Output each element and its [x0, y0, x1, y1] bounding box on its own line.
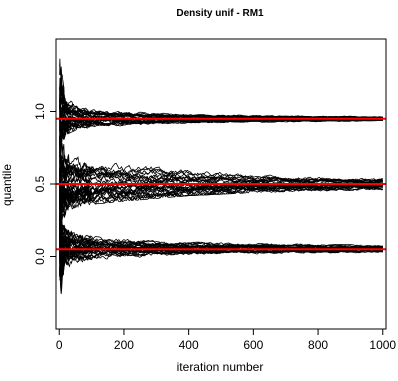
- plot-frame: [55, 38, 387, 330]
- y-axis-label: quantile: [0, 164, 14, 206]
- y-tick-label-2: 1.0: [33, 103, 47, 120]
- chart-title: Density unif - RM1: [176, 8, 264, 19]
- series-line-1-10: [59, 97, 383, 183]
- series-line-2-18: [59, 212, 383, 263]
- series-line-0-27: [59, 117, 383, 222]
- x-tick-label-5: 1000: [369, 338, 396, 352]
- series-line-2-20: [59, 183, 383, 261]
- series-line-1-18: [59, 186, 383, 275]
- x-axis-ticks: 0 200 400 600 800 1000: [56, 329, 396, 352]
- series-line-1-23: [59, 184, 383, 263]
- series-line-2-23: [59, 117, 383, 248]
- x-tick-label-4: 800: [308, 338, 328, 352]
- plot-lines: [59, 58, 384, 295]
- x-axis-label: iteration number: [177, 360, 264, 374]
- series-line-0-14: [59, 63, 383, 119]
- series-line-0-17: [59, 119, 383, 244]
- series-line-2-24: [59, 238, 383, 289]
- x-tick-label-3: 600: [243, 338, 263, 352]
- series-line-1-27: [59, 142, 383, 185]
- y-tick-label-0: 0.0: [33, 248, 47, 265]
- series-line-0-15: [59, 80, 383, 119]
- x-tick-label-1: 200: [114, 338, 134, 352]
- reference-lines: [56, 117, 386, 251]
- series-line-1-16: [59, 86, 383, 182]
- y-tick-label-1: 0.5: [33, 175, 47, 192]
- x-tick-label-2: 400: [179, 338, 199, 352]
- series-line-1-26: [59, 186, 383, 268]
- series-line-1-12: [59, 88, 383, 183]
- series-line-0-12: [59, 118, 383, 211]
- series-line-2-10: [59, 248, 383, 295]
- series-line-0-22: [59, 116, 383, 211]
- series-line-1-24: [59, 183, 384, 230]
- series-line-0-18: [59, 74, 383, 119]
- y-axis-ticks: 0.0 0.5 1.0: [33, 103, 56, 265]
- x-tick-label-0: 0: [56, 338, 63, 352]
- series-line-0-1: [59, 58, 383, 118]
